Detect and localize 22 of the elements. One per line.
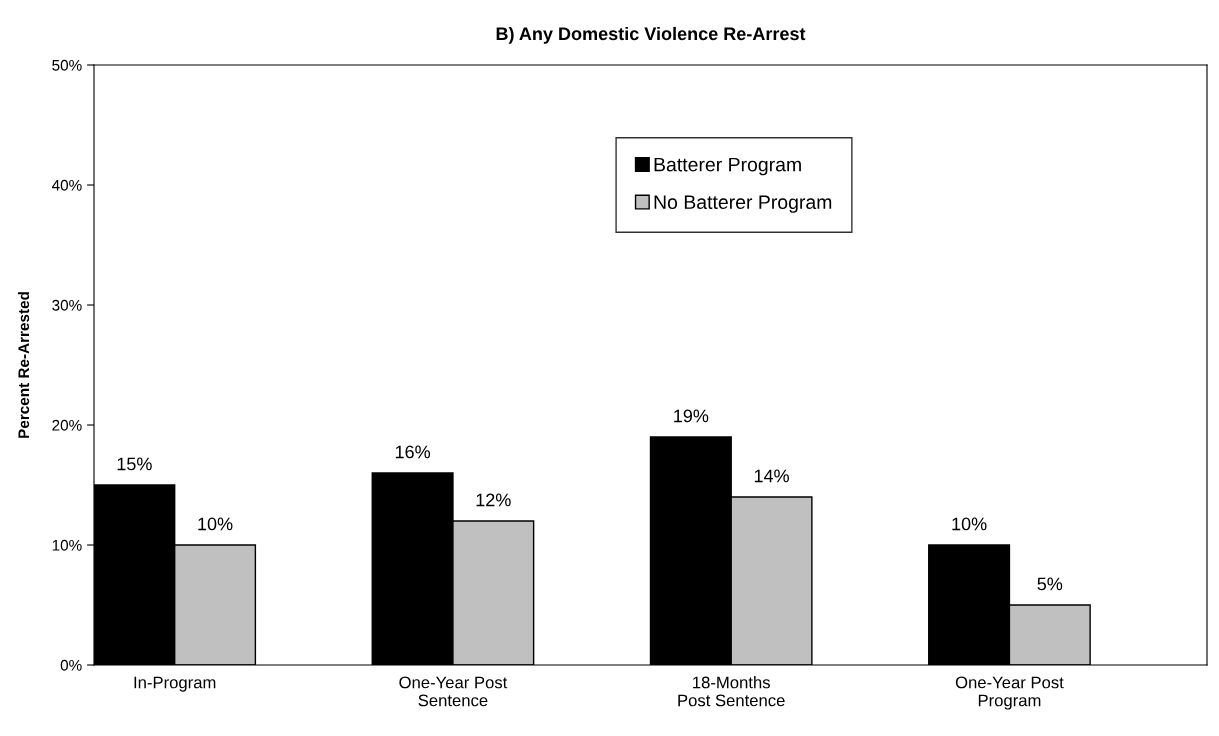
- y-axis-title: Percent Re-Arrested: [17, 292, 30, 438]
- legend-label: Batterer Program: [654, 157, 801, 176]
- x-tick-label: One-Year Post Program: [955, 676, 1064, 710]
- data-label: 14%: [754, 469, 789, 483]
- y-tick-label: 40%: [51, 179, 82, 191]
- data-label: 10%: [198, 517, 233, 531]
- legend-label: No Batterer Program: [654, 195, 832, 213]
- data-label: 12%: [476, 493, 511, 507]
- y-tick-label: 10%: [52, 539, 82, 551]
- x-tick-label: In-Program: [134, 676, 216, 692]
- data-label: 19%: [674, 409, 709, 423]
- data-label: 5%: [1037, 577, 1063, 591]
- y-tick-label: 0%: [60, 659, 82, 671]
- data-label: 15%: [117, 457, 152, 471]
- x-tick-label: One-Year Post Sentence: [399, 676, 508, 707]
- chart-title: B) Any Domestic Violence Re-Arrest: [496, 26, 806, 44]
- x-tick-label: 18-Months Post Sentence: [678, 676, 785, 707]
- y-tick-label: 30%: [52, 299, 82, 311]
- data-label: 16%: [395, 445, 431, 459]
- data-label: 10%: [952, 517, 987, 531]
- y-tick-label: 20%: [52, 419, 82, 431]
- y-tick-label: 50%: [52, 59, 82, 71]
